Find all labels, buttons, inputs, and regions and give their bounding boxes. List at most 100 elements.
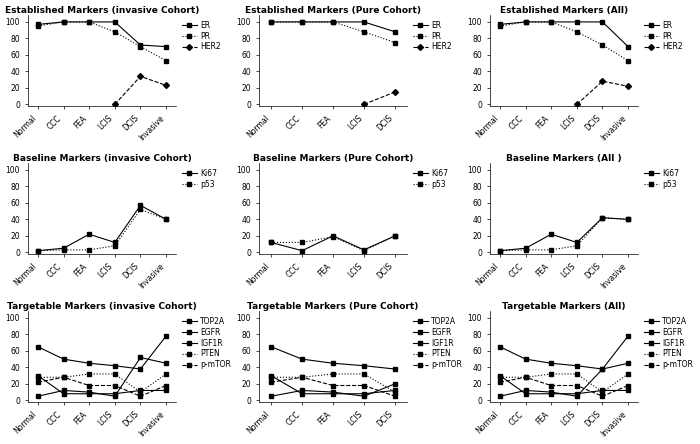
PTEN xyxy=(329,371,337,377)
Line: TOP2A: TOP2A xyxy=(36,355,168,398)
EGFR xyxy=(162,388,170,393)
p-mTOR xyxy=(85,383,93,388)
PTEN xyxy=(547,371,555,377)
TOP2A xyxy=(573,393,581,399)
Line: EGFR: EGFR xyxy=(36,373,168,396)
PTEN xyxy=(624,371,632,377)
TOP2A xyxy=(547,389,555,395)
TOP2A xyxy=(522,388,530,393)
HER2 xyxy=(598,79,607,84)
p-mTOR xyxy=(60,375,68,380)
Line: TOP2A: TOP2A xyxy=(269,382,397,398)
p53 xyxy=(329,234,337,239)
EGFR xyxy=(496,373,504,378)
Line: IGF1R: IGF1R xyxy=(498,334,630,371)
p-mTOR xyxy=(111,383,119,388)
p-mTOR xyxy=(496,380,504,385)
HER2 xyxy=(391,89,399,95)
p53 xyxy=(522,247,530,253)
IGF1R xyxy=(298,357,307,362)
Title: Baseline Markers (invasive Cohort): Baseline Markers (invasive Cohort) xyxy=(13,154,191,163)
Line: ER: ER xyxy=(498,20,630,49)
Legend: ER, PR, HER2: ER, PR, HER2 xyxy=(180,19,222,53)
Title: Targetable Markers (Pure Cohort): Targetable Markers (Pure Cohort) xyxy=(247,301,419,310)
PTEN xyxy=(522,375,530,380)
p-mTOR xyxy=(162,383,170,388)
PR xyxy=(60,19,68,24)
ER xyxy=(60,19,68,24)
PR xyxy=(547,19,555,24)
HER2 xyxy=(624,83,632,89)
p53 xyxy=(162,217,170,222)
ER xyxy=(391,29,399,35)
Ki67 xyxy=(360,247,368,253)
Line: EGFR: EGFR xyxy=(498,373,630,396)
PR xyxy=(391,40,399,45)
EGFR xyxy=(547,391,555,396)
PR xyxy=(267,19,275,24)
PTEN xyxy=(85,371,93,377)
p53 xyxy=(111,243,119,248)
TOP2A xyxy=(34,393,42,399)
ER xyxy=(162,44,170,49)
PR xyxy=(496,24,504,29)
Title: Baseline Markers (All ): Baseline Markers (All ) xyxy=(506,154,622,163)
ER xyxy=(573,19,581,24)
Title: Established Markers (Pure Cohort): Established Markers (Pure Cohort) xyxy=(245,6,421,15)
ER xyxy=(34,22,42,27)
p53 xyxy=(391,233,399,238)
Line: IGF1R: IGF1R xyxy=(269,345,397,371)
PTEN xyxy=(391,389,399,395)
p-mTOR xyxy=(298,375,307,380)
EGFR xyxy=(598,388,607,393)
p-mTOR xyxy=(360,383,368,388)
TOP2A xyxy=(298,388,307,393)
p53 xyxy=(547,247,555,253)
IGF1R xyxy=(136,366,145,372)
PR xyxy=(360,29,368,35)
EGFR xyxy=(391,388,399,393)
ER xyxy=(547,19,555,24)
EGFR xyxy=(573,391,581,396)
Ki67 xyxy=(624,217,632,222)
p-mTOR xyxy=(391,393,399,399)
EGFR xyxy=(298,391,307,396)
p-mTOR xyxy=(329,383,337,388)
PR xyxy=(598,42,607,48)
ER xyxy=(522,19,530,24)
Line: PTEN: PTEN xyxy=(498,372,630,394)
TOP2A xyxy=(496,393,504,399)
p-mTOR xyxy=(598,393,607,399)
Title: Targetable Markers (All): Targetable Markers (All) xyxy=(503,301,626,310)
EGFR xyxy=(34,373,42,378)
Ki67 xyxy=(298,248,307,254)
Ki67 xyxy=(111,240,119,245)
Ki67 xyxy=(496,248,504,254)
IGF1R xyxy=(162,333,170,339)
TOP2A xyxy=(111,393,119,399)
p53 xyxy=(60,247,68,253)
Ki67 xyxy=(136,203,145,208)
HER2 xyxy=(573,102,581,107)
PTEN xyxy=(573,371,581,377)
p-mTOR xyxy=(267,380,275,385)
Line: p53: p53 xyxy=(498,216,630,253)
p53 xyxy=(136,207,145,212)
Ki67 xyxy=(267,240,275,245)
Line: p-mTOR: p-mTOR xyxy=(498,375,630,398)
Line: PTEN: PTEN xyxy=(269,372,397,394)
PTEN xyxy=(267,375,275,380)
PTEN xyxy=(298,375,307,380)
ER xyxy=(267,19,275,24)
Line: Ki67: Ki67 xyxy=(498,216,630,253)
HER2 xyxy=(360,102,368,107)
IGF1R xyxy=(60,357,68,362)
PR xyxy=(162,58,170,63)
PTEN xyxy=(360,371,368,377)
IGF1R xyxy=(329,361,337,366)
ER xyxy=(298,19,307,24)
TOP2A xyxy=(391,381,399,387)
PTEN xyxy=(598,389,607,395)
ER xyxy=(598,19,607,24)
PR xyxy=(85,19,93,24)
